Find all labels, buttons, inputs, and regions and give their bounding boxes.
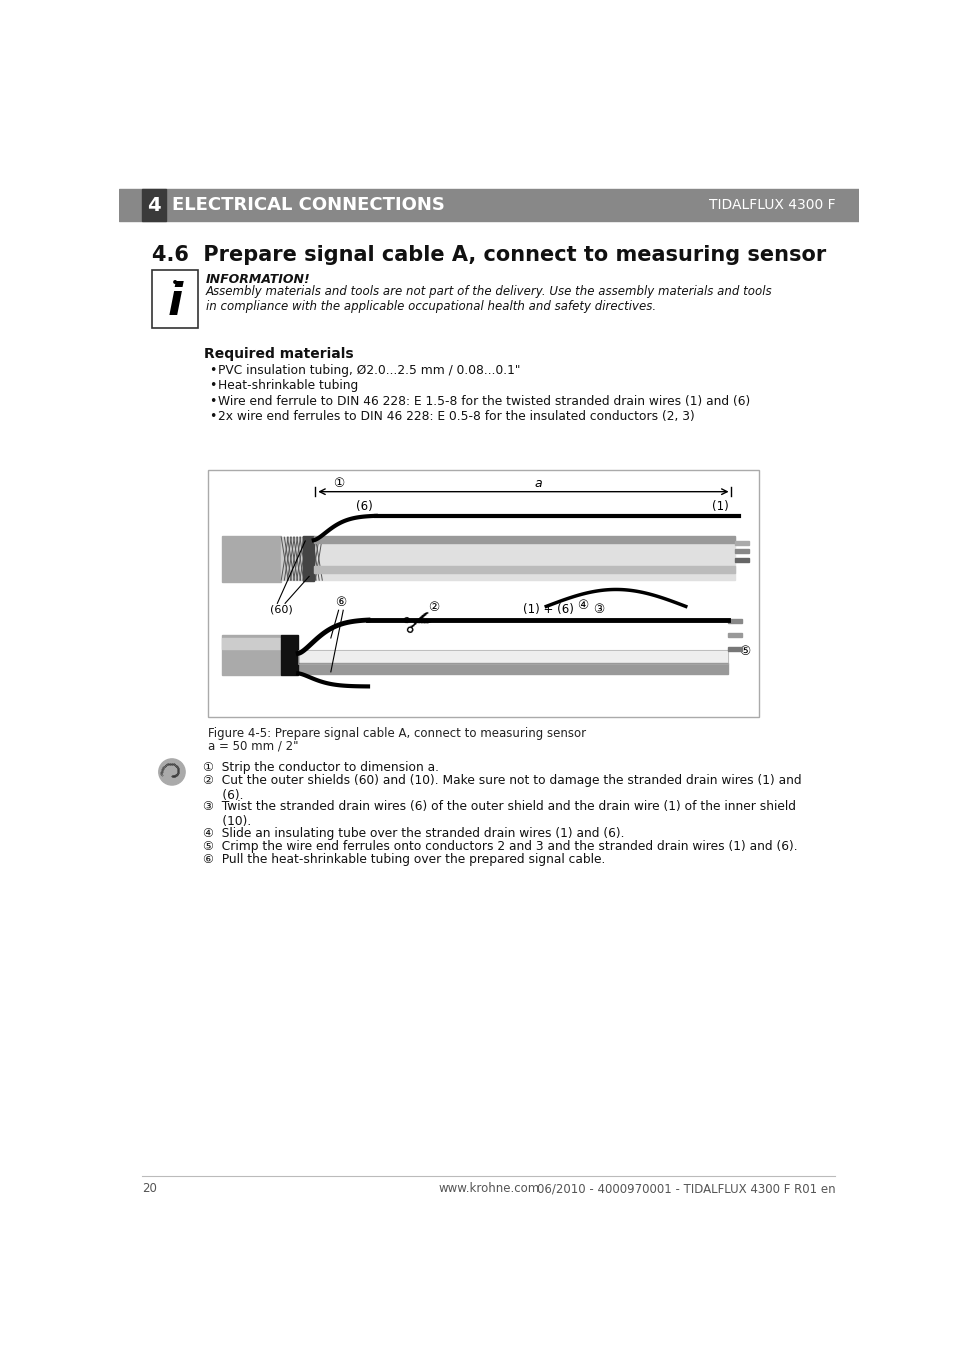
Text: Wire end ferrule to DIN 46 228: E 1.5-8 for the twisted stranded drain wires (1): Wire end ferrule to DIN 46 228: E 1.5-8 …: [218, 394, 750, 408]
Bar: [281, 635, 298, 676]
Text: ⑤: ⑤: [739, 644, 750, 658]
Bar: [142, 189, 166, 222]
Text: ELECTRICAL CONNECTIONS: ELECTRICAL CONNECTIONS: [172, 196, 444, 215]
Bar: [222, 638, 281, 648]
Text: ✂: ✂: [398, 603, 438, 644]
Bar: [119, 189, 858, 222]
Bar: [735, 558, 748, 562]
Text: i: i: [167, 281, 182, 324]
Text: Assembly materials and tools are not part of the delivery. Use the assembly mate: Assembly materials and tools are not par…: [206, 285, 772, 312]
Text: •: •: [209, 394, 216, 408]
Text: INFORMATION!: INFORMATION!: [206, 273, 311, 286]
Bar: [314, 536, 735, 543]
Text: ④: ④: [577, 598, 588, 612]
Text: ①  Strip the conductor to dimension a.: ① Strip the conductor to dimension a.: [203, 761, 438, 774]
Bar: [727, 634, 740, 638]
Text: Required materials: Required materials: [204, 347, 354, 361]
Text: •: •: [209, 363, 216, 377]
Text: a: a: [534, 477, 541, 490]
Text: Heat-shrinkable tubing: Heat-shrinkable tubing: [218, 380, 358, 392]
Text: ②  Cut the outer shields (60) and (10). Make sure not to damage the stranded dra: ② Cut the outer shields (60) and (10). M…: [203, 774, 801, 802]
Text: •: •: [171, 276, 179, 290]
Text: (1): (1): [711, 500, 728, 513]
Text: 4.6  Prepare signal cable A, connect to measuring sensor: 4.6 Prepare signal cable A, connect to m…: [152, 246, 825, 265]
Bar: [303, 536, 314, 581]
Text: 06/2010 - 4000970001 - TIDALFLUX 4300 F R01 en: 06/2010 - 4000970001 - TIDALFLUX 4300 F …: [537, 1182, 835, 1196]
Bar: [735, 540, 748, 544]
Text: ⑥: ⑥: [335, 596, 346, 609]
Text: PVC insulation tubing, Ø2.0...2.5 mm / 0.08...0.1": PVC insulation tubing, Ø2.0...2.5 mm / 0…: [218, 363, 520, 377]
Text: •: •: [209, 380, 216, 392]
Text: ③: ③: [592, 604, 603, 616]
Text: Figure 4-5: Prepare signal cable A, connect to measuring sensor: Figure 4-5: Prepare signal cable A, conn…: [208, 727, 586, 740]
Text: 20: 20: [142, 1182, 157, 1196]
Bar: [298, 650, 727, 665]
Text: ②: ②: [428, 601, 439, 613]
Text: (6): (6): [356, 500, 373, 513]
Bar: [727, 620, 740, 623]
Bar: [314, 538, 735, 580]
Text: 3: 3: [513, 665, 520, 678]
Bar: [298, 650, 727, 665]
Text: •: •: [209, 411, 216, 423]
Text: (1) + (6): (1) + (6): [522, 604, 574, 616]
Bar: [298, 663, 727, 674]
Text: ④  Slide an insulating tube over the stranded drain wires (1) and (6).: ④ Slide an insulating tube over the stra…: [203, 827, 624, 839]
Text: TIDALFLUX 4300 F: TIDALFLUX 4300 F: [708, 199, 835, 212]
Text: 4: 4: [147, 196, 161, 215]
Bar: [735, 550, 748, 554]
Bar: [152, 270, 198, 328]
Text: a = 50 mm / 2": a = 50 mm / 2": [208, 739, 298, 753]
Bar: [314, 566, 735, 573]
Text: www.krohne.com: www.krohne.com: [437, 1182, 539, 1196]
Bar: [281, 538, 303, 580]
Bar: [222, 635, 281, 676]
Text: ③  Twist the stranded drain wires (6) of the outer shield and the drain wire (1): ③ Twist the stranded drain wires (6) of …: [203, 800, 795, 828]
Text: ①: ①: [333, 477, 344, 490]
Text: (60): (60): [270, 605, 293, 615]
Text: ⑤  Crimp the wire end ferrules onto conductors 2 and 3 and the stranded drain wi: ⑤ Crimp the wire end ferrules onto condu…: [203, 840, 797, 852]
Bar: [727, 647, 740, 651]
Text: 2x wire end ferrules to DIN 46 228: E 0.5-8 for the insulated conductors (2, 3): 2x wire end ferrules to DIN 46 228: E 0.…: [218, 411, 695, 423]
Circle shape: [158, 759, 185, 785]
Text: 2: 2: [513, 653, 520, 666]
Text: ⑥  Pull the heat-shrinkable tubing over the prepared signal cable.: ⑥ Pull the heat-shrinkable tubing over t…: [203, 852, 605, 866]
Bar: [222, 535, 281, 582]
Bar: [208, 470, 758, 716]
